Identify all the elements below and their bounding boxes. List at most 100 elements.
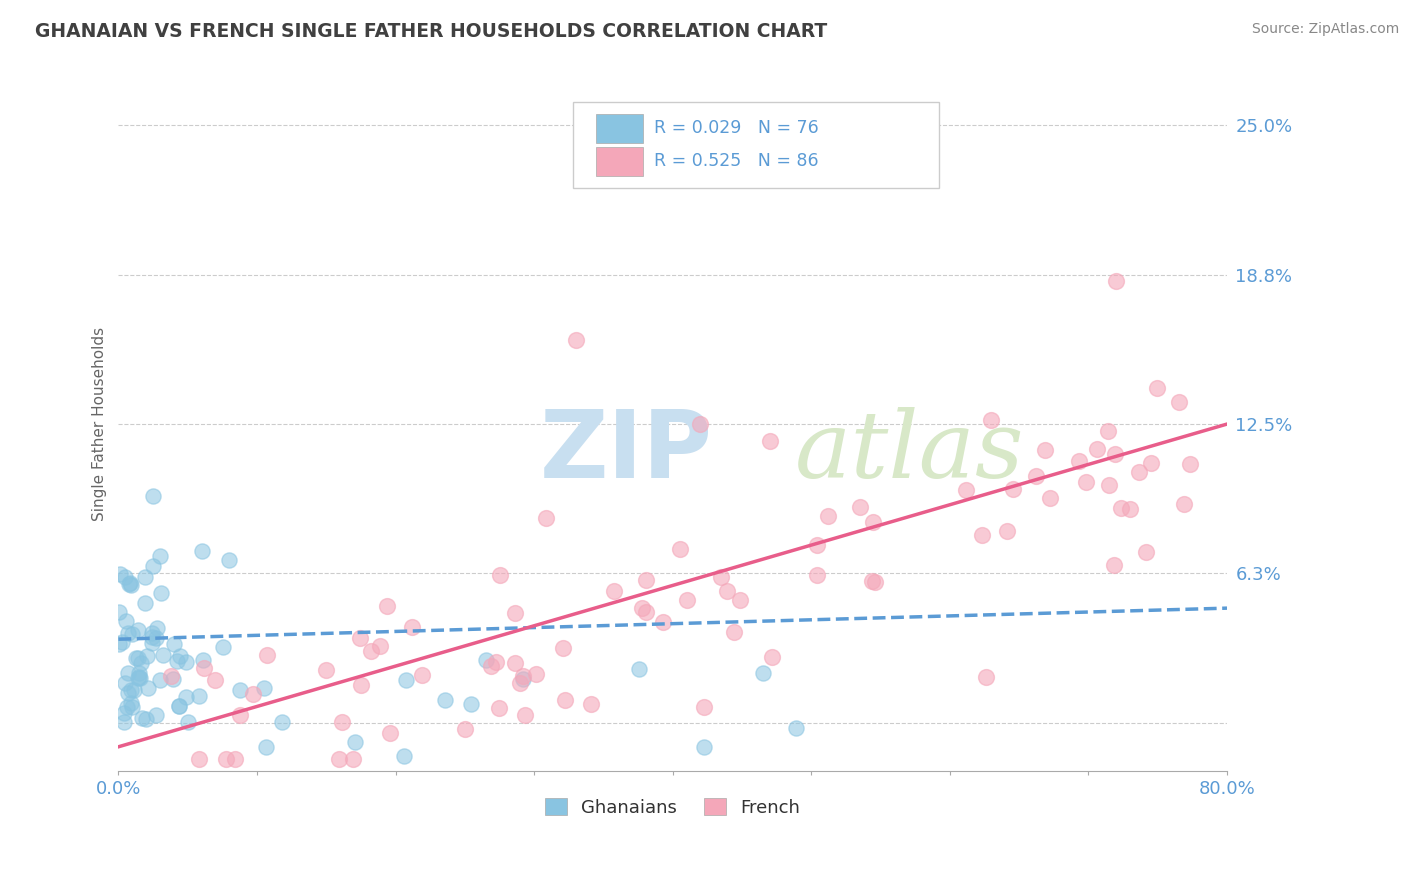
Point [970,528,993,542]
Point [145,632,167,646]
Point [669,541,692,556]
Point [120,578,142,592]
Point [135,712,157,726]
Point [145,707,167,722]
Point [193,661,215,675]
Point [120,576,142,591]
Point [121,627,143,641]
Point [676,593,699,607]
Point [806,568,828,582]
Point [190,543,212,558]
Point [817,508,839,523]
Point [689,417,711,431]
Text: ZIP: ZIP [540,406,713,498]
Point [716,583,738,598]
Point [136,681,159,696]
Point [692,740,714,755]
Point [1097,424,1119,438]
Point [1173,497,1195,511]
Point [1180,457,1202,471]
Point [460,697,482,711]
Point [636,574,658,588]
Text: atlas: atlas [794,407,1024,497]
Point [603,584,626,599]
FancyBboxPatch shape [574,102,939,188]
Point [1039,491,1062,506]
Point [141,635,163,649]
Point [117,686,139,700]
Point [115,700,138,714]
Point [142,558,165,573]
Point [145,621,167,635]
Point [360,644,382,658]
Point [256,648,278,662]
Point [344,735,367,749]
Point [169,698,191,713]
Point [254,739,277,754]
Point [509,676,531,690]
Point [191,653,214,667]
Point [564,334,586,348]
Point [392,748,415,763]
Point [128,665,150,680]
Point [454,723,477,737]
Point [229,683,252,698]
Point [1168,394,1191,409]
Point [135,649,157,664]
Point [152,648,174,662]
Point [479,658,502,673]
Point [330,714,353,729]
Point [761,650,783,665]
Point [117,665,139,680]
Point [395,673,418,687]
Point [142,489,165,503]
Point [524,666,547,681]
Point [328,752,350,766]
Point [162,672,184,686]
Y-axis label: Single Father Households: Single Father Households [93,327,107,521]
Point [375,599,398,613]
Point [634,606,657,620]
Point [117,625,139,640]
Point [224,752,246,766]
Point [1109,501,1132,516]
FancyBboxPatch shape [596,147,643,176]
Point [1085,442,1108,457]
Point [401,620,423,634]
Point [108,637,131,651]
Point [693,699,716,714]
Point [710,570,733,584]
Point [204,673,226,687]
Point [187,752,209,766]
Point [128,671,150,685]
Point [215,752,238,766]
Point [229,708,252,723]
Point [112,706,135,720]
Point [862,515,884,529]
Point [131,711,153,725]
Point [512,672,534,686]
Point [758,434,780,448]
Legend: Ghanaians, French: Ghanaians, French [538,791,807,824]
Point [728,593,751,607]
Point [342,752,364,766]
Point [315,663,337,677]
Point [1146,381,1168,395]
Point [513,707,536,722]
Point [1104,558,1126,572]
Point [242,687,264,701]
Point [134,596,156,610]
Point [111,634,134,648]
Point [785,721,807,735]
Point [112,714,135,729]
Point [187,689,209,703]
Point [149,673,172,687]
Point [488,567,510,582]
Point [806,537,828,551]
Point [163,637,186,651]
Point [1074,475,1097,489]
Point [723,625,745,640]
Point [1119,501,1142,516]
Point [127,651,149,665]
Point [551,640,574,655]
